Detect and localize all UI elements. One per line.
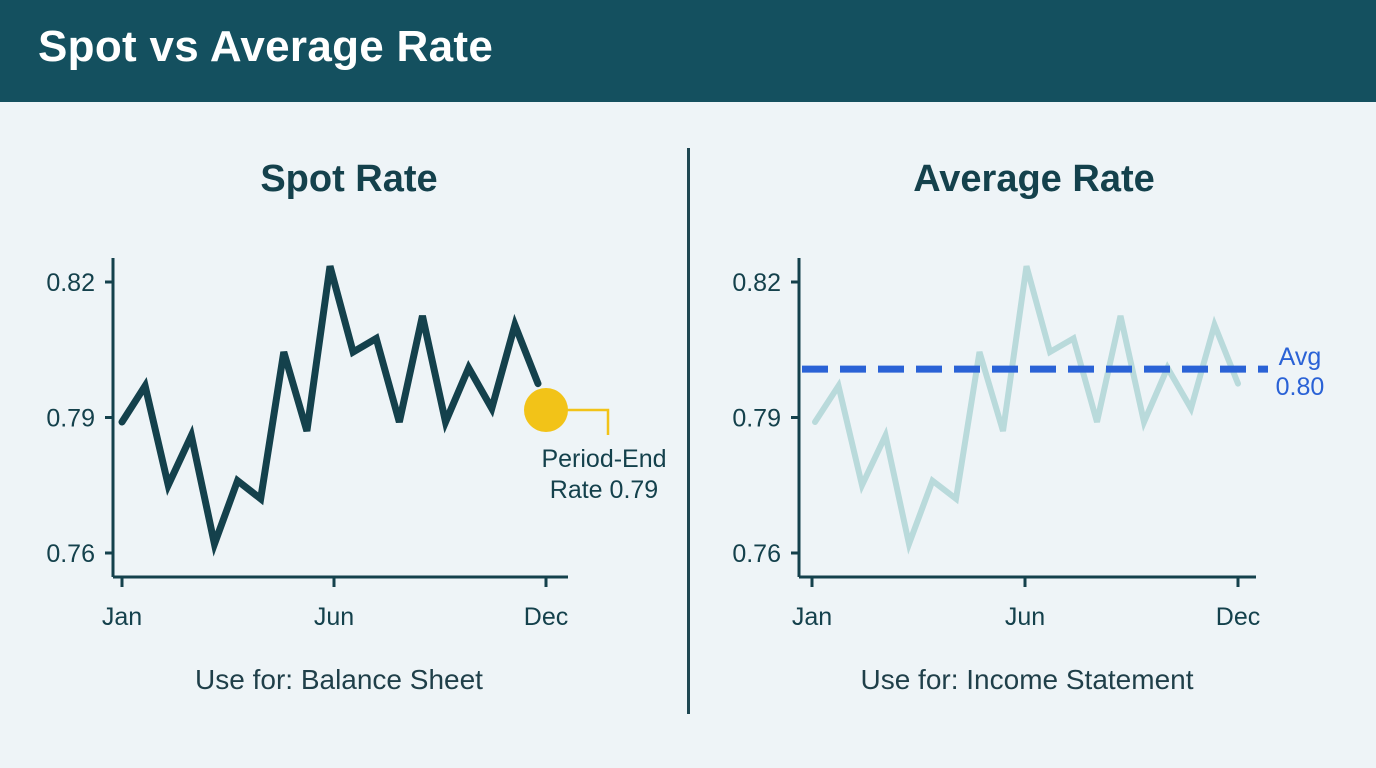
period-end-label: Period-End: [541, 445, 666, 473]
panel-divider: [687, 148, 690, 714]
spot-x-tick-label: Jun: [314, 603, 354, 631]
average-chart-title: Average Rate: [913, 158, 1155, 200]
spot-series-line: [118, 265, 542, 557]
average-chart-caption: Use for: Income Statement: [860, 664, 1194, 695]
spot-y-tick-label: 0.82: [46, 269, 95, 297]
avg-y-tick-label: 0.82: [732, 269, 781, 297]
period-end-marker: [524, 388, 568, 432]
page-title: Spot vs Average Rate: [38, 22, 494, 71]
avg-reference-label: Avg: [1279, 343, 1322, 371]
avg-series-line: [812, 265, 1241, 555]
avg-x-tick-label: Jun: [1005, 603, 1045, 631]
spot-x-tick-label: Jan: [102, 603, 142, 631]
avg-reference-value: 0.80: [1276, 373, 1325, 401]
spot-y-tick-label: 0.76: [46, 540, 95, 568]
avg-y-tick-label: 0.79: [732, 405, 781, 433]
avg-y-tick-label: 0.76: [732, 540, 781, 568]
period-end-leader-line: [564, 408, 610, 435]
spot-y-tick-label: 0.79: [46, 405, 95, 433]
header-bar: Spot vs Average Rate: [0, 0, 1376, 102]
spot-x-tick-label: Dec: [524, 603, 568, 631]
avg-x-tick-label: Jan: [792, 603, 832, 631]
avg-x-tick-label: Dec: [1216, 603, 1260, 631]
period-end-value: Rate 0.79: [550, 476, 658, 504]
spot-chart-title: Spot Rate: [260, 158, 438, 200]
spot-chart-caption: Use for: Balance Sheet: [195, 664, 483, 695]
